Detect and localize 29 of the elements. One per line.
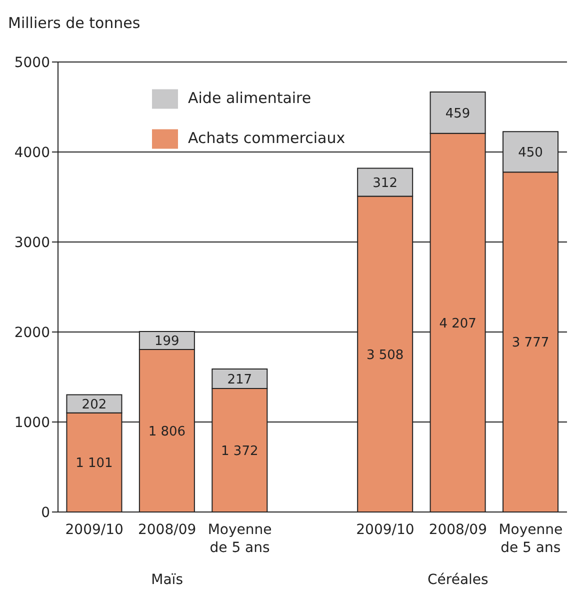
data-label: 1 372 xyxy=(221,444,258,459)
data-label: 459 xyxy=(445,106,470,122)
y-tick-label: 3000 xyxy=(14,234,50,251)
y-tick-label: 2000 xyxy=(14,324,50,341)
data-label: 3 777 xyxy=(512,336,550,351)
legend-label: Aide alimentaire xyxy=(188,89,312,107)
x-tick-label: Moyenne de 5 ans xyxy=(498,522,563,556)
data-label: 1 806 xyxy=(148,424,186,440)
data-label: 217 xyxy=(227,372,252,388)
y-tick-label: 1000 xyxy=(14,414,50,431)
data-label: 4 207 xyxy=(439,316,476,332)
x-tick-label: 2009/10 xyxy=(65,522,124,538)
data-label: 1 101 xyxy=(76,456,113,472)
data-label: 199 xyxy=(154,334,180,350)
legend-label: Achats commerciaux xyxy=(188,129,346,147)
x-tick-label: 2008/09 xyxy=(428,522,488,538)
y-tick-label: 4000 xyxy=(14,144,50,161)
x-tick-label: 2008/09 xyxy=(138,522,196,538)
text: Céréales xyxy=(426,572,490,588)
y-axis-title: Milliers de tonnes xyxy=(8,14,140,32)
data-label: 450 xyxy=(518,145,543,160)
y-tick-label: 5000 xyxy=(14,54,50,71)
data-label: 202 xyxy=(82,397,107,412)
data-label: 3 508 xyxy=(366,348,404,363)
x-tick-label: 2009/10 xyxy=(356,522,414,538)
text: Maïs xyxy=(150,572,184,588)
y-tick-label: 0 xyxy=(41,504,50,521)
data-label: 312 xyxy=(372,176,398,191)
x-tick-label: Moyenne de 5 ans xyxy=(208,522,272,556)
